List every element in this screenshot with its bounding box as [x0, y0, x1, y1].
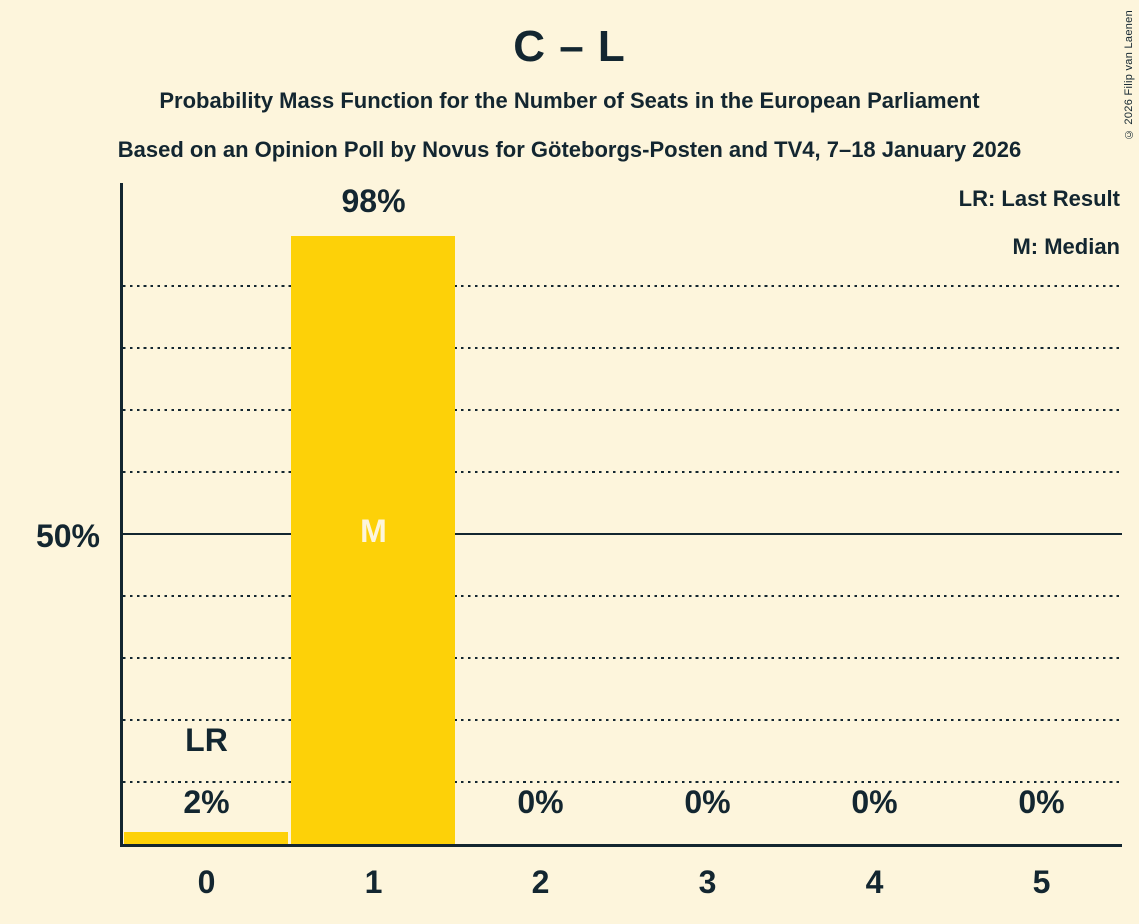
x-axis-tick-labels: 0 1 2 3 4 5	[123, 864, 1125, 906]
x-tick-3: 3	[698, 864, 717, 900]
bar-cell-1: M 98%	[290, 183, 457, 844]
x-tick-2: 2	[531, 864, 550, 900]
median-marker: M	[360, 513, 387, 549]
chart-subtitle-line1: Probability Mass Function for the Number…	[159, 88, 980, 113]
x-tick-5: 5	[1032, 864, 1051, 900]
bar-seats-1	[291, 236, 455, 844]
last-result-marker: LR	[185, 722, 228, 758]
chart-subtitle-line2: Based on an Opinion Poll by Novus for Gö…	[117, 137, 1022, 162]
gridline-dotted-20pct	[123, 718, 1122, 722]
gridline-dotted-80pct	[123, 346, 1122, 350]
gridline-dotted-70pct	[123, 408, 1122, 412]
copyright-text: © 2026 Filip van Laenen	[1123, 10, 1135, 141]
legend-last-result: LR: Last Result	[958, 186, 1120, 211]
y-axis-tick-label: 50%	[35, 518, 100, 554]
bar-cell-4: 0%	[791, 183, 958, 844]
x-tick-4: 4	[865, 864, 884, 900]
bar-value-label: 0%	[851, 784, 898, 820]
bar-value-label: 0%	[517, 784, 564, 820]
bar-value-label: 0%	[684, 784, 731, 820]
bar-cell-2: 0%	[457, 183, 624, 844]
gridline-solid-50pct	[123, 532, 1122, 536]
bar-seats-0	[124, 831, 288, 844]
legend-median: M: Median	[1012, 234, 1120, 259]
bar-value-label: 98%	[341, 183, 406, 220]
bar-cell-0: LR 2%	[123, 183, 290, 844]
gridline-dotted-90pct	[123, 284, 1122, 288]
chart-title: C – L	[513, 22, 626, 71]
bar-cell-5: 0%	[958, 183, 1125, 844]
x-tick-0: 0	[197, 864, 216, 900]
x-tick-1: 1	[364, 864, 383, 900]
gridline-dotted-40pct	[123, 594, 1122, 598]
bar-value-label: 2%	[183, 784, 230, 820]
gridline-dotted-30pct	[123, 656, 1122, 660]
gridline-dotted-10pct	[123, 780, 1122, 784]
plot-area: LR 2% M 98% 0% 0% 0% 0%	[120, 183, 1122, 847]
bar-cell-3: 0%	[624, 183, 791, 844]
gridline-dotted-60pct	[123, 470, 1122, 474]
bar-value-label: 0%	[1018, 784, 1065, 820]
